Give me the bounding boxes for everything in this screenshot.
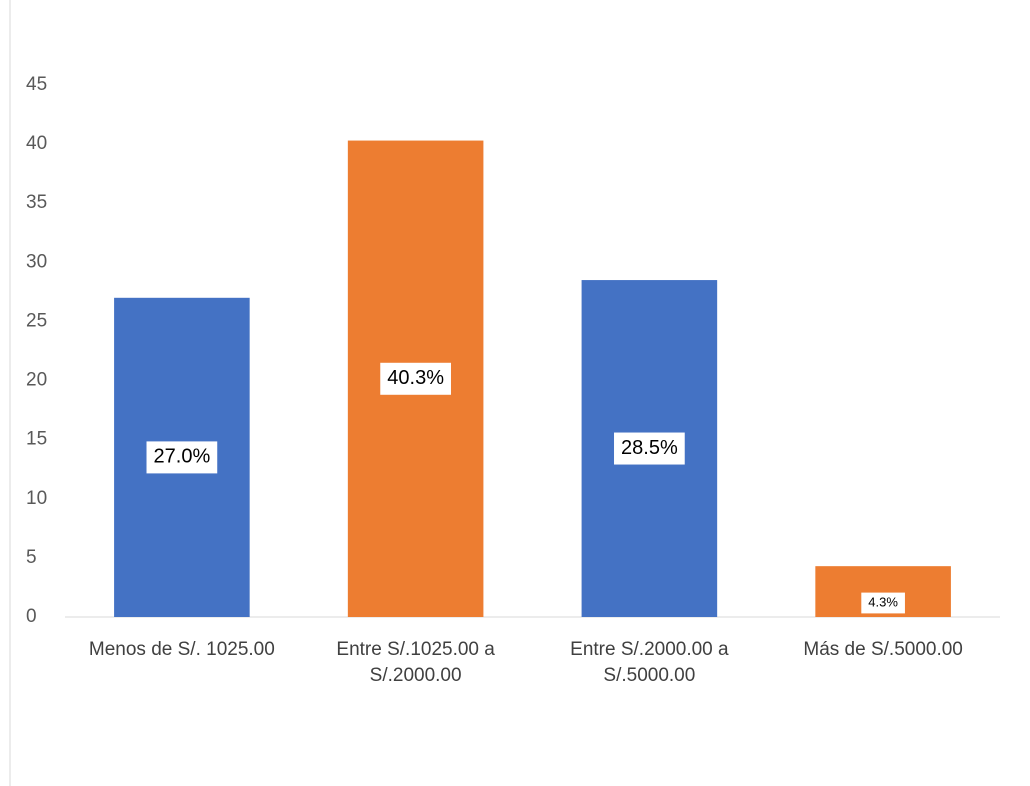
chart-border — [9, 0, 11, 786]
value-label-box — [861, 592, 905, 614]
value-label: 28.5% — [621, 437, 678, 459]
y-tick-label: 35 — [26, 192, 47, 213]
value-label-box — [614, 432, 685, 465]
y-tick-label: 10 — [26, 488, 47, 509]
y-tick-label: 25 — [26, 310, 47, 331]
x-tick-label: Entre S/.2000.00 a S/.5000.00 — [570, 639, 729, 686]
x-tick-label: Entre S/.1025.00 a S/.2000.00 — [336, 639, 495, 686]
x-tick-label: Menos de S/. 1025.00 — [88, 639, 275, 660]
value-label: 4.3% — [868, 594, 898, 609]
value-label-box — [146, 441, 218, 474]
value-label: 27.0% — [154, 446, 211, 468]
x-tick-label: Más de S/.5000.00 — [803, 639, 963, 660]
y-tick-label: 5 — [26, 547, 37, 568]
y-tick-label: 40 — [26, 133, 47, 154]
y-tick-label: 45 — [26, 74, 47, 95]
y-tick-label: 0 — [26, 606, 37, 627]
value-label: 40.3% — [387, 367, 444, 389]
y-tick-label: 15 — [26, 429, 47, 450]
y-tick-label: 30 — [26, 251, 47, 272]
value-label-box — [380, 362, 451, 395]
y-tick-label: 20 — [26, 370, 47, 391]
